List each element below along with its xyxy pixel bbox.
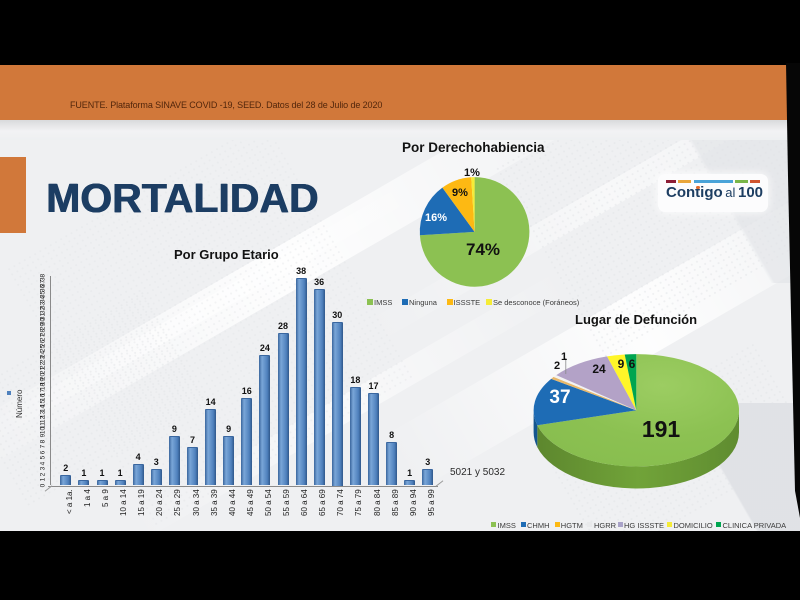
svg-text:6: 6 xyxy=(629,357,636,371)
svg-text:74%: 74% xyxy=(466,240,500,259)
svg-text:1%: 1% xyxy=(464,167,480,179)
svg-text:191: 191 xyxy=(642,416,681,442)
svg-text:9: 9 xyxy=(618,357,625,371)
svg-text:9%: 9% xyxy=(452,187,468,199)
svg-text:37: 37 xyxy=(549,387,570,408)
svg-text:16%: 16% xyxy=(425,212,447,224)
svg-text:1: 1 xyxy=(561,351,567,363)
svg-text:2: 2 xyxy=(554,360,560,372)
svg-text:24: 24 xyxy=(592,362,606,376)
